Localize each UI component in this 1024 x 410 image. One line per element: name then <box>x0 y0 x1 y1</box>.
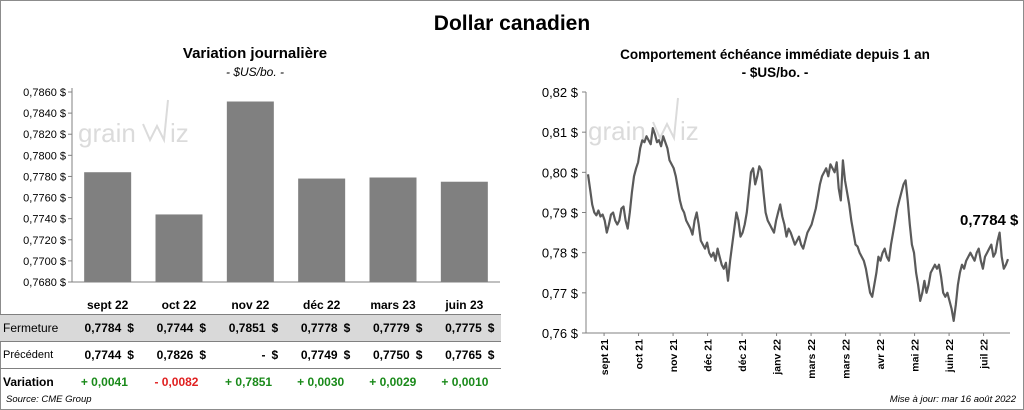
grainwiz-logo: grain iz <box>78 99 189 148</box>
x-tick-label: avr 22 <box>875 339 887 370</box>
y-tick-label: 0,7820 $ <box>23 129 66 141</box>
x-tick-label: nov 21 <box>668 339 680 372</box>
variation-cell: + 0,0010 <box>428 368 501 396</box>
y-tick-label: 0,77 $ <box>542 286 579 301</box>
table-row-precedent: Précédent 0,7744 $ 0,7826 $ - $ 0,7749 $ 0,7… <box>0 342 501 369</box>
logo-text: iz <box>680 116 699 146</box>
x-tick-label: déc 22 <box>303 298 341 312</box>
variation-cell: + 0,0041 <box>68 368 141 396</box>
dollar-sign: $ <box>487 348 495 362</box>
logo-mark <box>652 97 679 142</box>
y-tick-label: 0,81 $ <box>542 125 579 140</box>
x-tick-label: juin 23 <box>444 298 483 312</box>
y-tick-label: 0,7700 $ <box>23 256 66 268</box>
table-cell: 0,7750 <box>372 348 410 362</box>
dollar-sign: $ <box>199 348 207 362</box>
dollar-sign: $ <box>484 314 501 342</box>
x-tick-label: oct 21 <box>634 339 646 370</box>
table-row-fermeture: Fermeture 0,7784 $ 0,7744 $ 0,7851 $ 0,7778… <box>0 314 501 342</box>
row-label: Précédent <box>3 349 54 361</box>
y-tick-label: 0,7760 $ <box>23 193 66 205</box>
x-tick-label: déc 21 <box>737 339 749 372</box>
y-tick-label: 0,82 $ <box>542 85 579 100</box>
y-tick-label: 0,76 $ <box>542 326 579 341</box>
y-tick-label: 0,79 $ <box>542 206 579 221</box>
price-table: Fermeture 0,7784 $ 0,7744 $ 0,7851 $ 0,7778… <box>0 314 501 396</box>
table-cell: 0,7744 <box>140 314 197 342</box>
table-row-variation: Variation + 0,0041 - 0,0082 + 0,7851 + 0… <box>0 368 501 396</box>
y-tick-label: 0,7780 $ <box>23 171 66 183</box>
bar <box>226 101 274 282</box>
dollar-sign: $ <box>124 314 141 342</box>
table-cell: 0,7784 <box>68 314 125 342</box>
logo-text: grain <box>588 116 646 146</box>
bar-chart-title: Variation journalière <box>182 45 328 62</box>
dollar-sign: $ <box>271 348 279 362</box>
x-tick-label: mars 22 <box>806 339 818 379</box>
variation-cell: + 0,7851 <box>212 368 285 396</box>
dollar-sign: $ <box>196 314 213 342</box>
x-tick-label: mai 22 <box>910 339 922 372</box>
series-line <box>586 127 1010 322</box>
x-tick-label: mars 23 <box>370 298 416 312</box>
dollar-sign: $ <box>268 314 285 342</box>
bar <box>298 178 346 282</box>
variation-cell: + 0,0029 <box>356 368 429 396</box>
x-tick-label: sept 21 <box>599 339 611 375</box>
table-cell: - <box>261 348 266 362</box>
y-tick-label: 0,7860 $ <box>23 87 66 99</box>
bar <box>440 181 488 282</box>
y-tick-label: 0,7720 $ <box>23 235 66 247</box>
table-cell: 0,7749 <box>300 348 338 362</box>
bar-chart-subtitle: - $US/bo. - <box>225 65 285 79</box>
main-title: Dollar canadien <box>433 12 591 35</box>
source-note: Source: CME Group <box>6 394 92 405</box>
table-cell: 0,7779 <box>356 314 413 342</box>
table-cell: 0,7775 <box>428 314 485 342</box>
y-tick-label: 0,7680 $ <box>23 277 66 289</box>
bar <box>84 172 132 282</box>
dollar-sign: $ <box>340 314 357 342</box>
table-cell: 0,7744 <box>84 348 122 362</box>
y-tick-label: 0,78 $ <box>542 246 579 261</box>
table-cell: 0,7826 <box>156 348 194 362</box>
variation-cell: - 0,0082 <box>140 368 213 396</box>
last-value-label: 0,7784 $ <box>960 212 1019 229</box>
dollar-sign: $ <box>412 314 429 342</box>
line-chart-title: Comportement échéance immédiate depuis 1… <box>620 47 930 62</box>
logo-mark <box>142 99 169 144</box>
x-tick-label: janv 22 <box>772 339 784 376</box>
bar <box>369 177 417 282</box>
x-tick-label: sept 22 <box>87 298 129 312</box>
table-cell: 0,7778 <box>284 314 341 342</box>
variation-cell: + 0,0030 <box>284 368 357 396</box>
logo-text: iz <box>170 118 189 148</box>
dollar-sign: $ <box>343 348 351 362</box>
dollar-sign: $ <box>415 348 423 362</box>
y-tick-label: 0,7800 $ <box>23 150 66 162</box>
x-tick-label: nov 22 <box>231 298 269 312</box>
table-cell: 0,7765 <box>445 348 482 362</box>
x-tick-label: mars 22 <box>841 339 853 379</box>
y-tick-label: 0,7840 $ <box>23 108 66 120</box>
update-note: Mise à jour: mar 16 août 2022 <box>889 394 1016 405</box>
row-label: Fermeture <box>0 314 69 342</box>
y-tick-label: 0,80 $ <box>542 165 579 180</box>
line-chart-subtitle: - $US/bo. - <box>741 65 809 80</box>
logo-text: grain <box>78 118 136 148</box>
x-tick-label: juil 22 <box>979 339 991 370</box>
y-tick-label: 0,7740 $ <box>23 214 66 226</box>
x-tick-label: juin 22 <box>944 339 956 373</box>
x-tick-label: oct 22 <box>162 298 197 312</box>
bar <box>155 214 203 282</box>
grainwiz-logo: grain iz <box>588 97 699 146</box>
table-cell: 0,7851 <box>212 314 269 342</box>
x-tick-label: déc 21 <box>703 339 715 372</box>
dollar-sign: $ <box>127 348 134 362</box>
row-label: Variation <box>0 368 69 396</box>
